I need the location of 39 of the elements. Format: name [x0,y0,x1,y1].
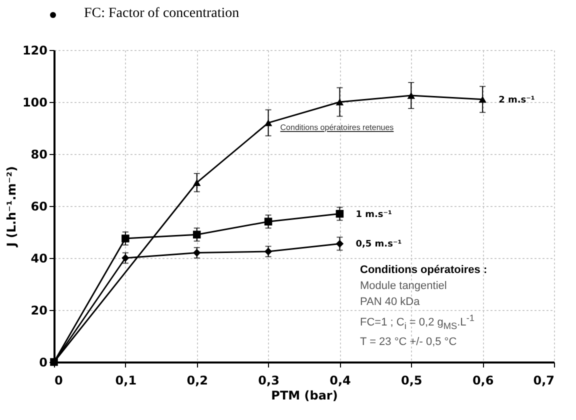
annotation: T = 23 °C +/- 0,5 °C [360,335,458,350]
x-tick-label: 0,5 [401,374,422,388]
point [264,218,272,226]
y-axis-title: J (L.h⁻¹.m⁻²) [4,166,18,248]
y-tick-label: 60 [30,200,48,214]
x-tick-label: 0,4 [330,374,351,388]
y-tick-label: 40 [30,252,48,266]
y-tick-label: 80 [30,148,48,162]
y-tick-label: 100 [22,96,48,110]
x-axis-title: PTM (bar) [271,388,338,402]
point [264,119,272,126]
x-tick-label: 0,3 [258,374,280,388]
x-tick-label: 0,6 [472,374,494,388]
point [336,240,344,248]
point [192,230,201,238]
point [336,210,344,218]
point [122,254,130,262]
annotation: Conditions opératoires retenues [280,122,394,132]
series-label: 0,5 m.s⁻¹ [356,240,402,250]
point [122,234,130,242]
x-tick-label: 0,2 [186,374,208,388]
annotation: PAN 40 kDa [360,295,421,310]
annotation: Module tangentiel [360,279,448,294]
annotation: FC=1 ; C$_{i}$ = 0,2 g$_{MS}$.L$^{-1}$ [360,312,476,334]
x-tick-label: 0 [54,374,63,388]
point [264,248,272,256]
chart-title: FC: Factor of concentration [84,6,240,22]
series-label: 2 m.s⁻¹ [498,95,535,106]
point [192,179,201,186]
annotation: Conditions opératoires : [360,263,488,278]
y-tick-label: 0 [39,356,48,370]
point [407,92,416,99]
y-tick-label: 20 [30,304,48,318]
x-tick-label: 0,7 [533,374,554,388]
point [336,98,344,106]
x-tick-label: 0,1 [115,374,137,388]
y-tick-label: 120 [22,44,48,58]
point [478,96,486,103]
series-label: 1 m.s⁻¹ [356,210,392,220]
